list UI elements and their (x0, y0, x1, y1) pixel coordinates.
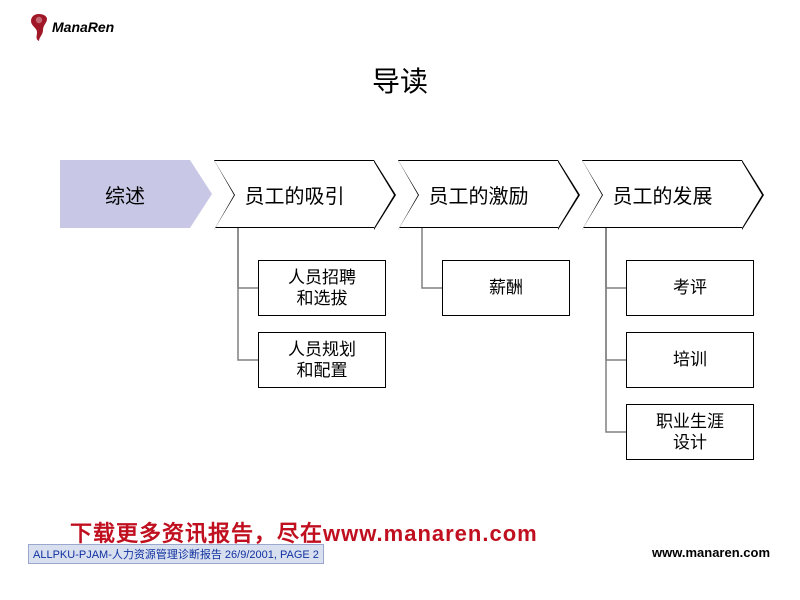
flow-node-label: 员工的发展 (613, 180, 713, 209)
footer-site: www.manaren.com (652, 545, 770, 560)
branch-col-develop: 考评 培训 职业生涯设计 (626, 260, 754, 460)
brand-logo: ManaRen (28, 12, 114, 42)
footer-docref: ALLPKU-PJAM-人力资源管理诊断报告 26/9/2001, PAGE 2 (28, 544, 324, 564)
footer-promo-text: 下载更多资讯报告，尽在 (70, 521, 323, 546)
flow-node-label: 员工的激励 (429, 180, 529, 209)
sub-node: 薪酬 (442, 260, 570, 316)
sub-label: 人员规划和配置 (288, 339, 356, 382)
flow-node-develop: 员工的发展 (582, 160, 742, 228)
sub-node: 考评 (626, 260, 754, 316)
sub-node: 职业生涯设计 (626, 404, 754, 460)
flow-node-attract: 员工的吸引 (214, 160, 374, 228)
branch-col-attract: 人员招聘和选拔 人员规划和配置 (258, 260, 386, 388)
flow-node-label: 综述 (105, 180, 145, 209)
sub-node: 人员规划和配置 (258, 332, 386, 388)
sub-node: 培训 (626, 332, 754, 388)
footer-promo-url: www.manaren.com (323, 521, 538, 546)
flow-main-row: 综述 员工的吸引 员工的激励 员工的发展 (60, 160, 742, 228)
sub-node: 人员招聘和选拔 (258, 260, 386, 316)
flow-node-overview: 综述 (60, 160, 190, 228)
page-title: 导读 (0, 60, 800, 100)
logo-mark-icon (28, 12, 50, 42)
flow-node-motivate: 员工的激励 (398, 160, 558, 228)
sub-label: 薪酬 (489, 277, 523, 298)
sub-label: 职业生涯设计 (656, 411, 724, 454)
sub-label: 人员招聘和选拔 (288, 267, 356, 310)
flow-node-label: 员工的吸引 (245, 180, 345, 209)
logo-text: ManaRen (52, 19, 114, 35)
branch-col-motivate: 薪酬 (442, 260, 570, 316)
sub-label: 考评 (673, 277, 707, 298)
sub-label: 培训 (673, 349, 707, 370)
